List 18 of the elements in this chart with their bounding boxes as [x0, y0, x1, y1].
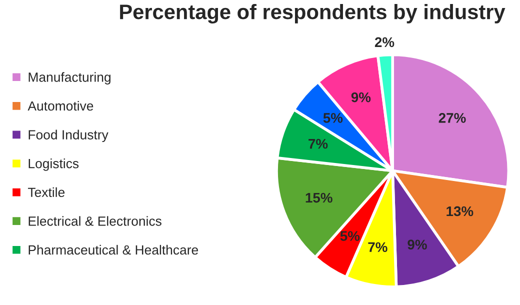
- data-label: 2%: [374, 37, 394, 48]
- data-label: 7%: [308, 138, 328, 149]
- data-label: 7%: [368, 242, 388, 252]
- data-label: 5%: [340, 231, 360, 241]
- legend-label: Food Industry: [28, 130, 108, 142]
- legend-label: Electrical & Electronics: [28, 216, 162, 226]
- data-label: 13%: [446, 206, 474, 216]
- legend-label: Automotive: [28, 100, 94, 111]
- legend-label: Logistics: [28, 158, 79, 171]
- data-label: 9%: [408, 240, 427, 250]
- data-label: 5%: [323, 113, 343, 123]
- data-label: 27%: [438, 113, 466, 123]
- legend-label: Pharmaceutical & Healthcare: [28, 244, 198, 255]
- chart-title: Percentage of respondents by industry: [120, 4, 506, 24]
- data-label: 9%: [351, 92, 371, 102]
- legend-label: Manufacturing: [28, 72, 110, 84]
- legend-label: Textile: [28, 187, 65, 198]
- data-label: 15%: [306, 192, 332, 203]
